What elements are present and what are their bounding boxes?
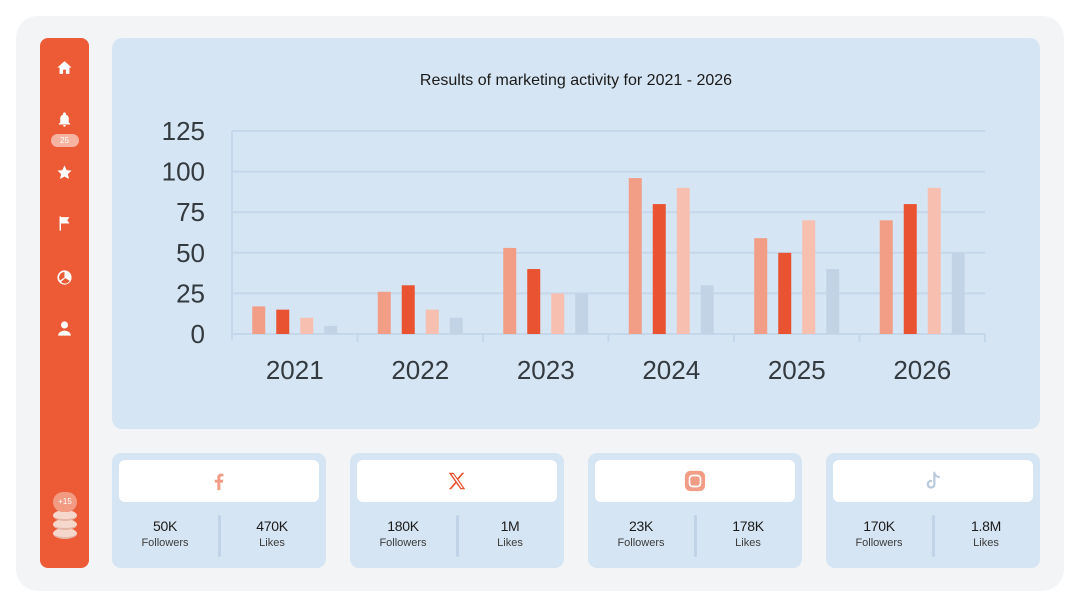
x-card: 180K Followers 1M Likes (350, 453, 564, 568)
tiktok-card: 170K Followers 1.8M Likes (826, 453, 1040, 568)
followers-stat: 23K Followers (591, 518, 691, 549)
facebook-header[interactable] (119, 460, 319, 502)
likes-stat: 1M Likes (460, 518, 560, 549)
likes-count: 470K (256, 518, 288, 534)
followers-label: Followers (379, 537, 427, 549)
facebook-icon (214, 473, 224, 491)
followers-stat: 180K Followers (353, 518, 453, 549)
followers-count: 50K (152, 518, 177, 534)
bar (527, 269, 541, 334)
likes-stat: 178K Likes (698, 518, 798, 549)
followers-label: Followers (617, 537, 665, 549)
coin-stack-icon (53, 510, 77, 521)
coin-stack-icon (53, 519, 77, 530)
likes-count: 178K (732, 518, 764, 534)
bar (276, 309, 290, 334)
likes-stat: 470K Likes (222, 518, 322, 549)
pie-chart-icon[interactable] (54, 266, 76, 288)
more-count-badge[interactable]: +15 (53, 492, 77, 512)
followers-stat: 50K Followers (115, 518, 215, 549)
likes-label: Likes (259, 537, 285, 549)
likes-label: Likes (973, 537, 999, 549)
divider (456, 515, 459, 557)
instagram-header[interactable] (595, 460, 795, 502)
followers-label: Followers (141, 537, 189, 549)
coin-stack-icon (53, 528, 77, 539)
x-icon (448, 472, 466, 490)
y-tick-label: 100 (162, 157, 205, 187)
facebook-card: 50K Followers 470K Likes (112, 453, 326, 568)
instagram-icon (684, 470, 706, 492)
bar (903, 204, 917, 334)
bar (324, 325, 338, 334)
bell-icon[interactable] (54, 108, 76, 130)
followers-label: Followers (855, 537, 903, 549)
bar (778, 252, 792, 334)
bar (401, 285, 415, 334)
x-tick-label: 2026 (893, 355, 951, 385)
x-tick-label: 2024 (642, 355, 700, 385)
bar (377, 291, 391, 334)
y-tick-label: 50 (176, 238, 205, 268)
y-tick-label: 75 (176, 197, 205, 227)
bar (449, 317, 463, 334)
divider (932, 515, 935, 557)
user-icon[interactable] (54, 317, 76, 339)
bar (826, 269, 840, 334)
y-tick-label: 125 (162, 116, 205, 146)
notification-badge: 25 (50, 134, 79, 147)
likes-stat: 1.8M Likes (936, 518, 1036, 549)
bar (551, 293, 565, 334)
bar (575, 293, 589, 334)
bar (300, 317, 314, 334)
bar (676, 187, 690, 334)
likes-count: 1M (500, 518, 520, 534)
bar (252, 306, 266, 334)
followers-count: 23K (628, 518, 653, 534)
x-tick-label: 2022 (391, 355, 449, 385)
x-tick-label: 2023 (517, 355, 575, 385)
bar (951, 252, 965, 334)
y-tick-label: 25 (176, 278, 205, 308)
x-header[interactable] (357, 460, 557, 502)
bar (754, 238, 768, 334)
bar (927, 187, 941, 334)
instagram-card: 23K Followers 178K Likes (588, 453, 802, 568)
chart-panel: Results of marketing activity for 2021 -… (112, 38, 1040, 429)
followers-count: 170K (863, 518, 895, 534)
followers-count: 180K (387, 518, 419, 534)
chart-title: Results of marketing activity for 2021 -… (419, 72, 733, 89)
bar (802, 220, 816, 334)
likes-count: 1.8M (971, 518, 1001, 534)
bar (879, 220, 893, 334)
tiktok-icon (926, 471, 941, 489)
bar (425, 309, 439, 334)
x-tick-label: 2021 (266, 355, 324, 385)
star-icon[interactable] (54, 161, 76, 183)
bar (652, 204, 666, 334)
divider (694, 515, 697, 557)
flag-icon[interactable] (54, 212, 76, 234)
sidebar: 25 +15 (40, 38, 89, 568)
bar (503, 247, 517, 334)
bar (700, 285, 714, 334)
bar (628, 178, 642, 334)
followers-stat: 170K Followers (829, 518, 929, 549)
likes-label: Likes (735, 537, 761, 549)
y-tick-label: 0 (191, 319, 205, 349)
tiktok-header[interactable] (833, 460, 1033, 502)
bar-chart: 0 25 50 75 100 125 2021 2022 2023 2024 2025 2026 (162, 116, 986, 385)
home-icon[interactable] (54, 56, 76, 78)
likes-label: Likes (497, 537, 523, 549)
x-tick-label: 2025 (768, 355, 826, 385)
divider (218, 515, 221, 557)
